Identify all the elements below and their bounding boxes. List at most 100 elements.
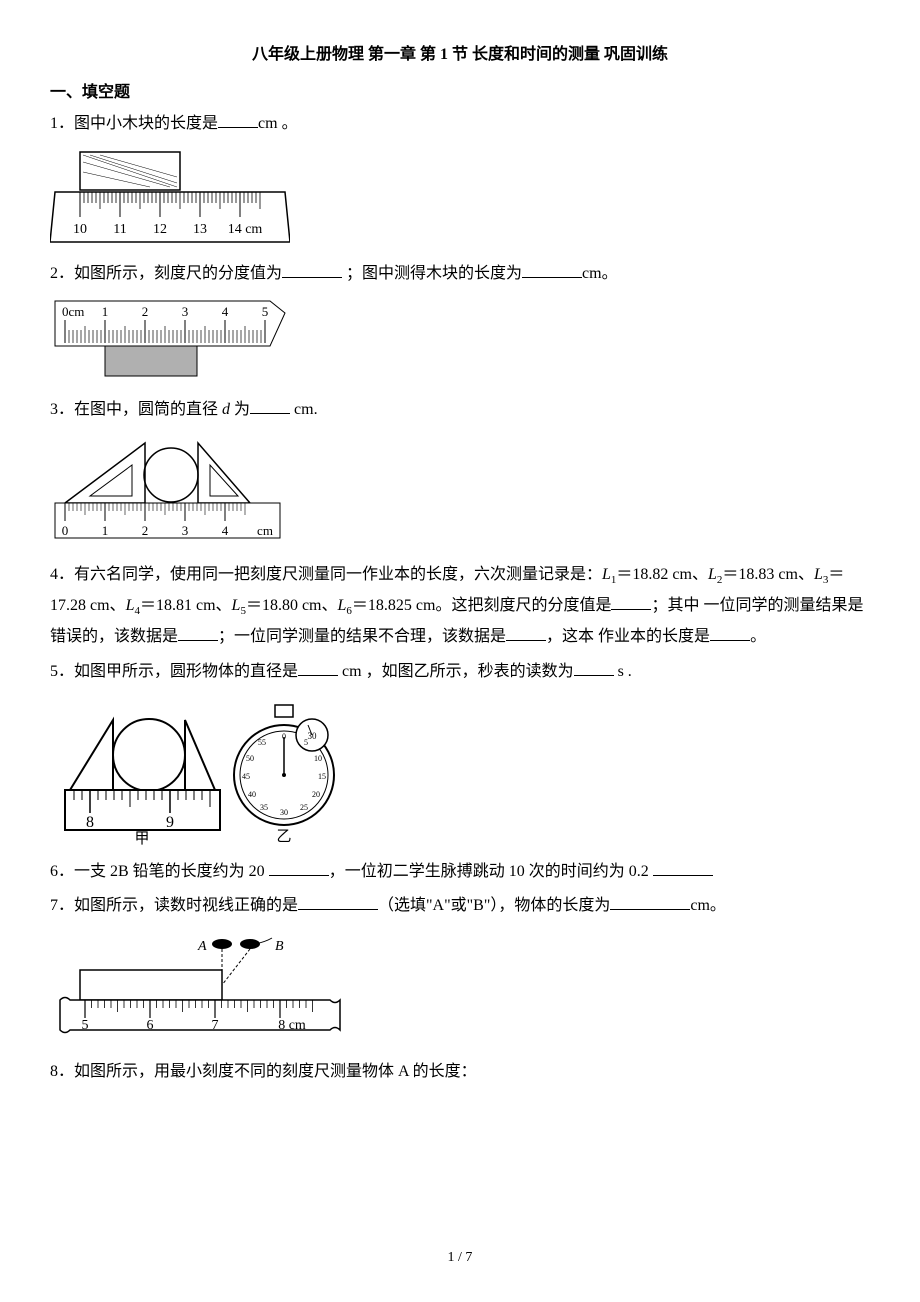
svg-text:50: 50 <box>246 754 254 763</box>
svg-text:甲: 甲 <box>134 831 149 845</box>
svg-text:3: 3 <box>182 523 189 538</box>
q4-L2v: ＝18.83 <box>722 566 774 583</box>
q4-L1v: ＝18.82 cm、 <box>616 566 708 583</box>
q7-figure: A B 5 6 7 8 cm <box>50 930 870 1045</box>
q7-b2 <box>610 894 690 910</box>
q6-b1 <box>269 860 329 876</box>
q1-figure: 10 11 12 13 14 cm <box>50 147 870 247</box>
q4-t6: ，这本 <box>546 628 594 645</box>
q5-figure: 8 9 甲 30 0510 152025 303540 455055 乙 <box>50 695 870 845</box>
svg-text:20: 20 <box>312 790 320 799</box>
q6-prefix: 6．一支 2B 铅笔的长度约为 20 <box>50 863 269 880</box>
page-title: 八年级上册物理 第一章 第 1 节 长度和时间的测量 巩固训练 <box>50 40 870 70</box>
q4-t3: ；其中 <box>651 597 699 614</box>
q1-prefix: 1．图中小木块的长度是 <box>50 115 218 132</box>
q4-b4 <box>710 625 750 641</box>
question-5: 5．如图甲所示，圆形物体的直径是 cm ，如图乙所示，秒表的读数为 s . <box>50 657 870 687</box>
q4-L3: L <box>814 566 823 583</box>
page-number: 1 / 7 <box>0 1245 920 1272</box>
question-8: 8．如图所示，用最小刻度不同的刻度尺测量物体 A 的长度： <box>50 1057 870 1087</box>
q5-suffix: s . <box>614 663 632 680</box>
section-heading: 一、填空题 <box>50 78 870 108</box>
svg-text:15: 15 <box>318 772 326 781</box>
svg-text:8: 8 <box>86 814 94 831</box>
svg-text:4: 4 <box>222 523 229 538</box>
q4-t7: 作业本的长度是 <box>598 628 710 645</box>
q5-b1 <box>298 660 338 676</box>
q4-b1 <box>611 594 651 610</box>
question-7: 7．如图所示，读数时视线正确的是 （选填"A"或"B"），物体的长度为 cm。 <box>50 891 870 921</box>
q6-b2 <box>653 860 713 876</box>
svg-text:乙: 乙 <box>276 829 291 845</box>
q3-figure: 0 1 2 3 4 cm <box>50 433 870 548</box>
svg-text:5: 5 <box>262 304 269 319</box>
q7-mid: （选填"A"或"B"），物体的长度为 <box>378 897 610 914</box>
svg-text:cm: cm <box>257 523 273 538</box>
q7-prefix: 7．如图所示，读数时视线正确的是 <box>50 897 298 914</box>
svg-text:10: 10 <box>314 754 322 763</box>
svg-text:12: 12 <box>153 222 167 237</box>
q2-blank1 <box>282 262 342 278</box>
svg-text:1: 1 <box>102 304 109 319</box>
svg-text:6: 6 <box>147 1018 154 1033</box>
q5-mid: cm ，如图乙所示，秒表的读数为 <box>338 663 574 680</box>
svg-text:30: 30 <box>280 808 288 817</box>
q4-L1: L <box>602 566 611 583</box>
q4-L6v: ＝18.825 cm。这把刻度尺的分度值是 <box>352 597 612 614</box>
svg-text:40: 40 <box>248 790 256 799</box>
svg-text:4: 4 <box>222 304 229 319</box>
q4-L2: L <box>708 566 717 583</box>
svg-text:30: 30 <box>308 731 318 741</box>
q1-suffix: cm 。 <box>258 115 298 132</box>
q4-t1: 4．有六名同学，使用同一把刻度尺测量同一作业本的长度，六次测量记录是： <box>50 566 602 583</box>
q5-b2 <box>574 660 614 676</box>
q2-figure: 0cm 1 2 3 4 5 <box>50 298 870 383</box>
q3-mid: 为 <box>230 401 250 418</box>
q3-var: d <box>222 401 230 418</box>
q3-prefix: 3．在图中，圆筒的直径 <box>50 401 222 418</box>
q6-mid: ，一位初二学生脉搏跳动 10 次的时间约为 0.2 <box>329 863 653 880</box>
svg-text:1: 1 <box>102 523 109 538</box>
svg-text:2: 2 <box>142 523 149 538</box>
svg-text:5: 5 <box>82 1018 89 1033</box>
q7-suffix: cm。 <box>690 897 726 914</box>
svg-text:9: 9 <box>166 814 174 831</box>
svg-text:B: B <box>275 939 284 954</box>
question-1: 1．图中小木块的长度是 cm 。 <box>50 109 870 139</box>
svg-text:5: 5 <box>304 738 308 747</box>
svg-text:8 cm: 8 cm <box>278 1018 306 1033</box>
q7-b1 <box>298 894 378 910</box>
svg-text:35: 35 <box>260 803 268 812</box>
q4-L4v: ＝18.81 cm、 <box>140 597 232 614</box>
q2-prefix: 2．如图所示，刻度尺的分度值为 <box>50 265 282 282</box>
question-2: 2．如图所示，刻度尺的分度值为 ；图中测得木块的长度为 cm。 <box>50 259 870 289</box>
q4-t8: 。 <box>750 628 766 645</box>
svg-text:14 cm: 14 cm <box>228 222 263 237</box>
question-4: 4．有六名同学，使用同一把刻度尺测量同一作业本的长度，六次测量记录是：L1＝18… <box>50 560 870 653</box>
svg-text:13: 13 <box>193 222 207 237</box>
svg-text:0cm: 0cm <box>62 304 84 319</box>
q8-text: 8．如图所示，用最小刻度不同的刻度尺测量物体 A 的长度： <box>50 1063 477 1080</box>
svg-text:45: 45 <box>242 772 250 781</box>
svg-text:55: 55 <box>258 738 266 747</box>
q4-L5v: ＝18.80 cm、 <box>246 597 338 614</box>
q2-mid: ；图中测得木块的长度为 <box>342 265 522 282</box>
svg-text:0: 0 <box>62 523 69 538</box>
svg-text:2: 2 <box>142 304 149 319</box>
question-6: 6．一支 2B 铅笔的长度约为 20 ，一位初二学生脉搏跳动 10 次的时间约为… <box>50 857 870 887</box>
q1-blank <box>218 112 258 128</box>
q4-b3 <box>506 625 546 641</box>
q3-suffix: cm. <box>290 401 318 418</box>
q5-prefix: 5．如图甲所示，圆形物体的直径是 <box>50 663 298 680</box>
q4-t5: ；一位同学测量的结果不合理，该数据是 <box>218 628 506 645</box>
svg-text:25: 25 <box>300 803 308 812</box>
svg-text:11: 11 <box>113 222 126 237</box>
question-3: 3．在图中，圆筒的直径 d 为 cm. <box>50 395 870 425</box>
svg-text:10: 10 <box>73 222 87 237</box>
q4-b2 <box>178 625 218 641</box>
svg-text:3: 3 <box>182 304 189 319</box>
q2-blank2 <box>522 262 582 278</box>
svg-text:7: 7 <box>212 1018 219 1033</box>
q4-t2: cm、 <box>778 566 814 583</box>
q2-suffix: cm。 <box>582 265 618 282</box>
